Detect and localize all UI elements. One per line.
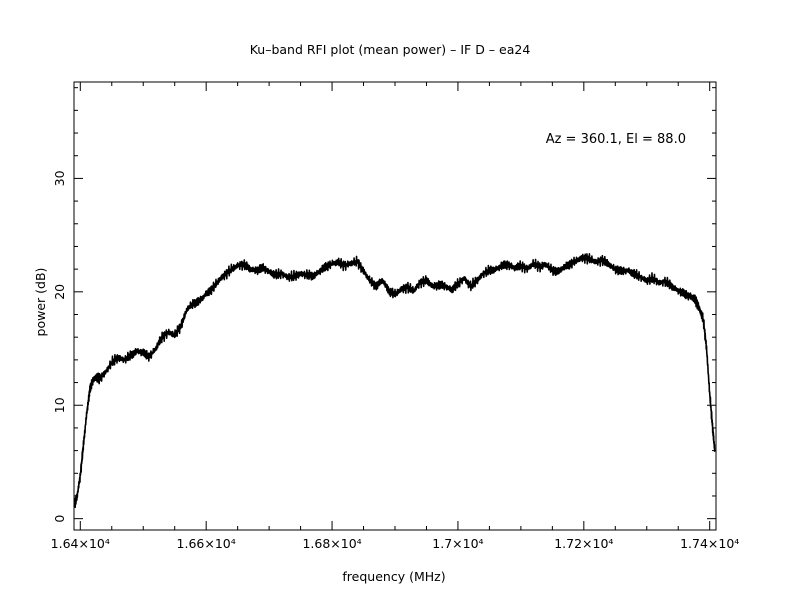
y-tick-label: 30 [52,170,67,186]
plot-frame [73,81,717,531]
x-tick-label: 1.74×10⁴ [680,536,739,551]
x-tick-label: 1.68×10⁴ [302,536,361,551]
x-axis-label: frequency (MHz) [342,569,445,584]
chart-title: Ku–band RFI plot (mean power) – IF D – e… [250,42,531,57]
x-tick-label: 1.72×10⁴ [554,536,613,551]
y-tick-label: 10 [52,397,67,413]
x-tick-label: 1.7×10⁴ [432,536,483,551]
chart-annotation: Az = 360.1, El = 88.0 [546,132,686,147]
power-series-line [73,252,716,509]
x-tick-label: 1.64×10⁴ [51,536,110,551]
y-tick-label: 20 [52,284,67,300]
y-axis-label: power (dB) [33,268,48,337]
axis-ticks [74,82,716,530]
tick-labels: 1.64×10⁴ 1.66×10⁴ 1.68×10⁴ 1.7×10⁴ 1.72×10⁴ 1… [51,170,740,551]
y-tick-label: 0 [52,515,67,523]
x-tick-label: 1.66×10⁴ [177,536,236,551]
series-layer [73,252,716,509]
